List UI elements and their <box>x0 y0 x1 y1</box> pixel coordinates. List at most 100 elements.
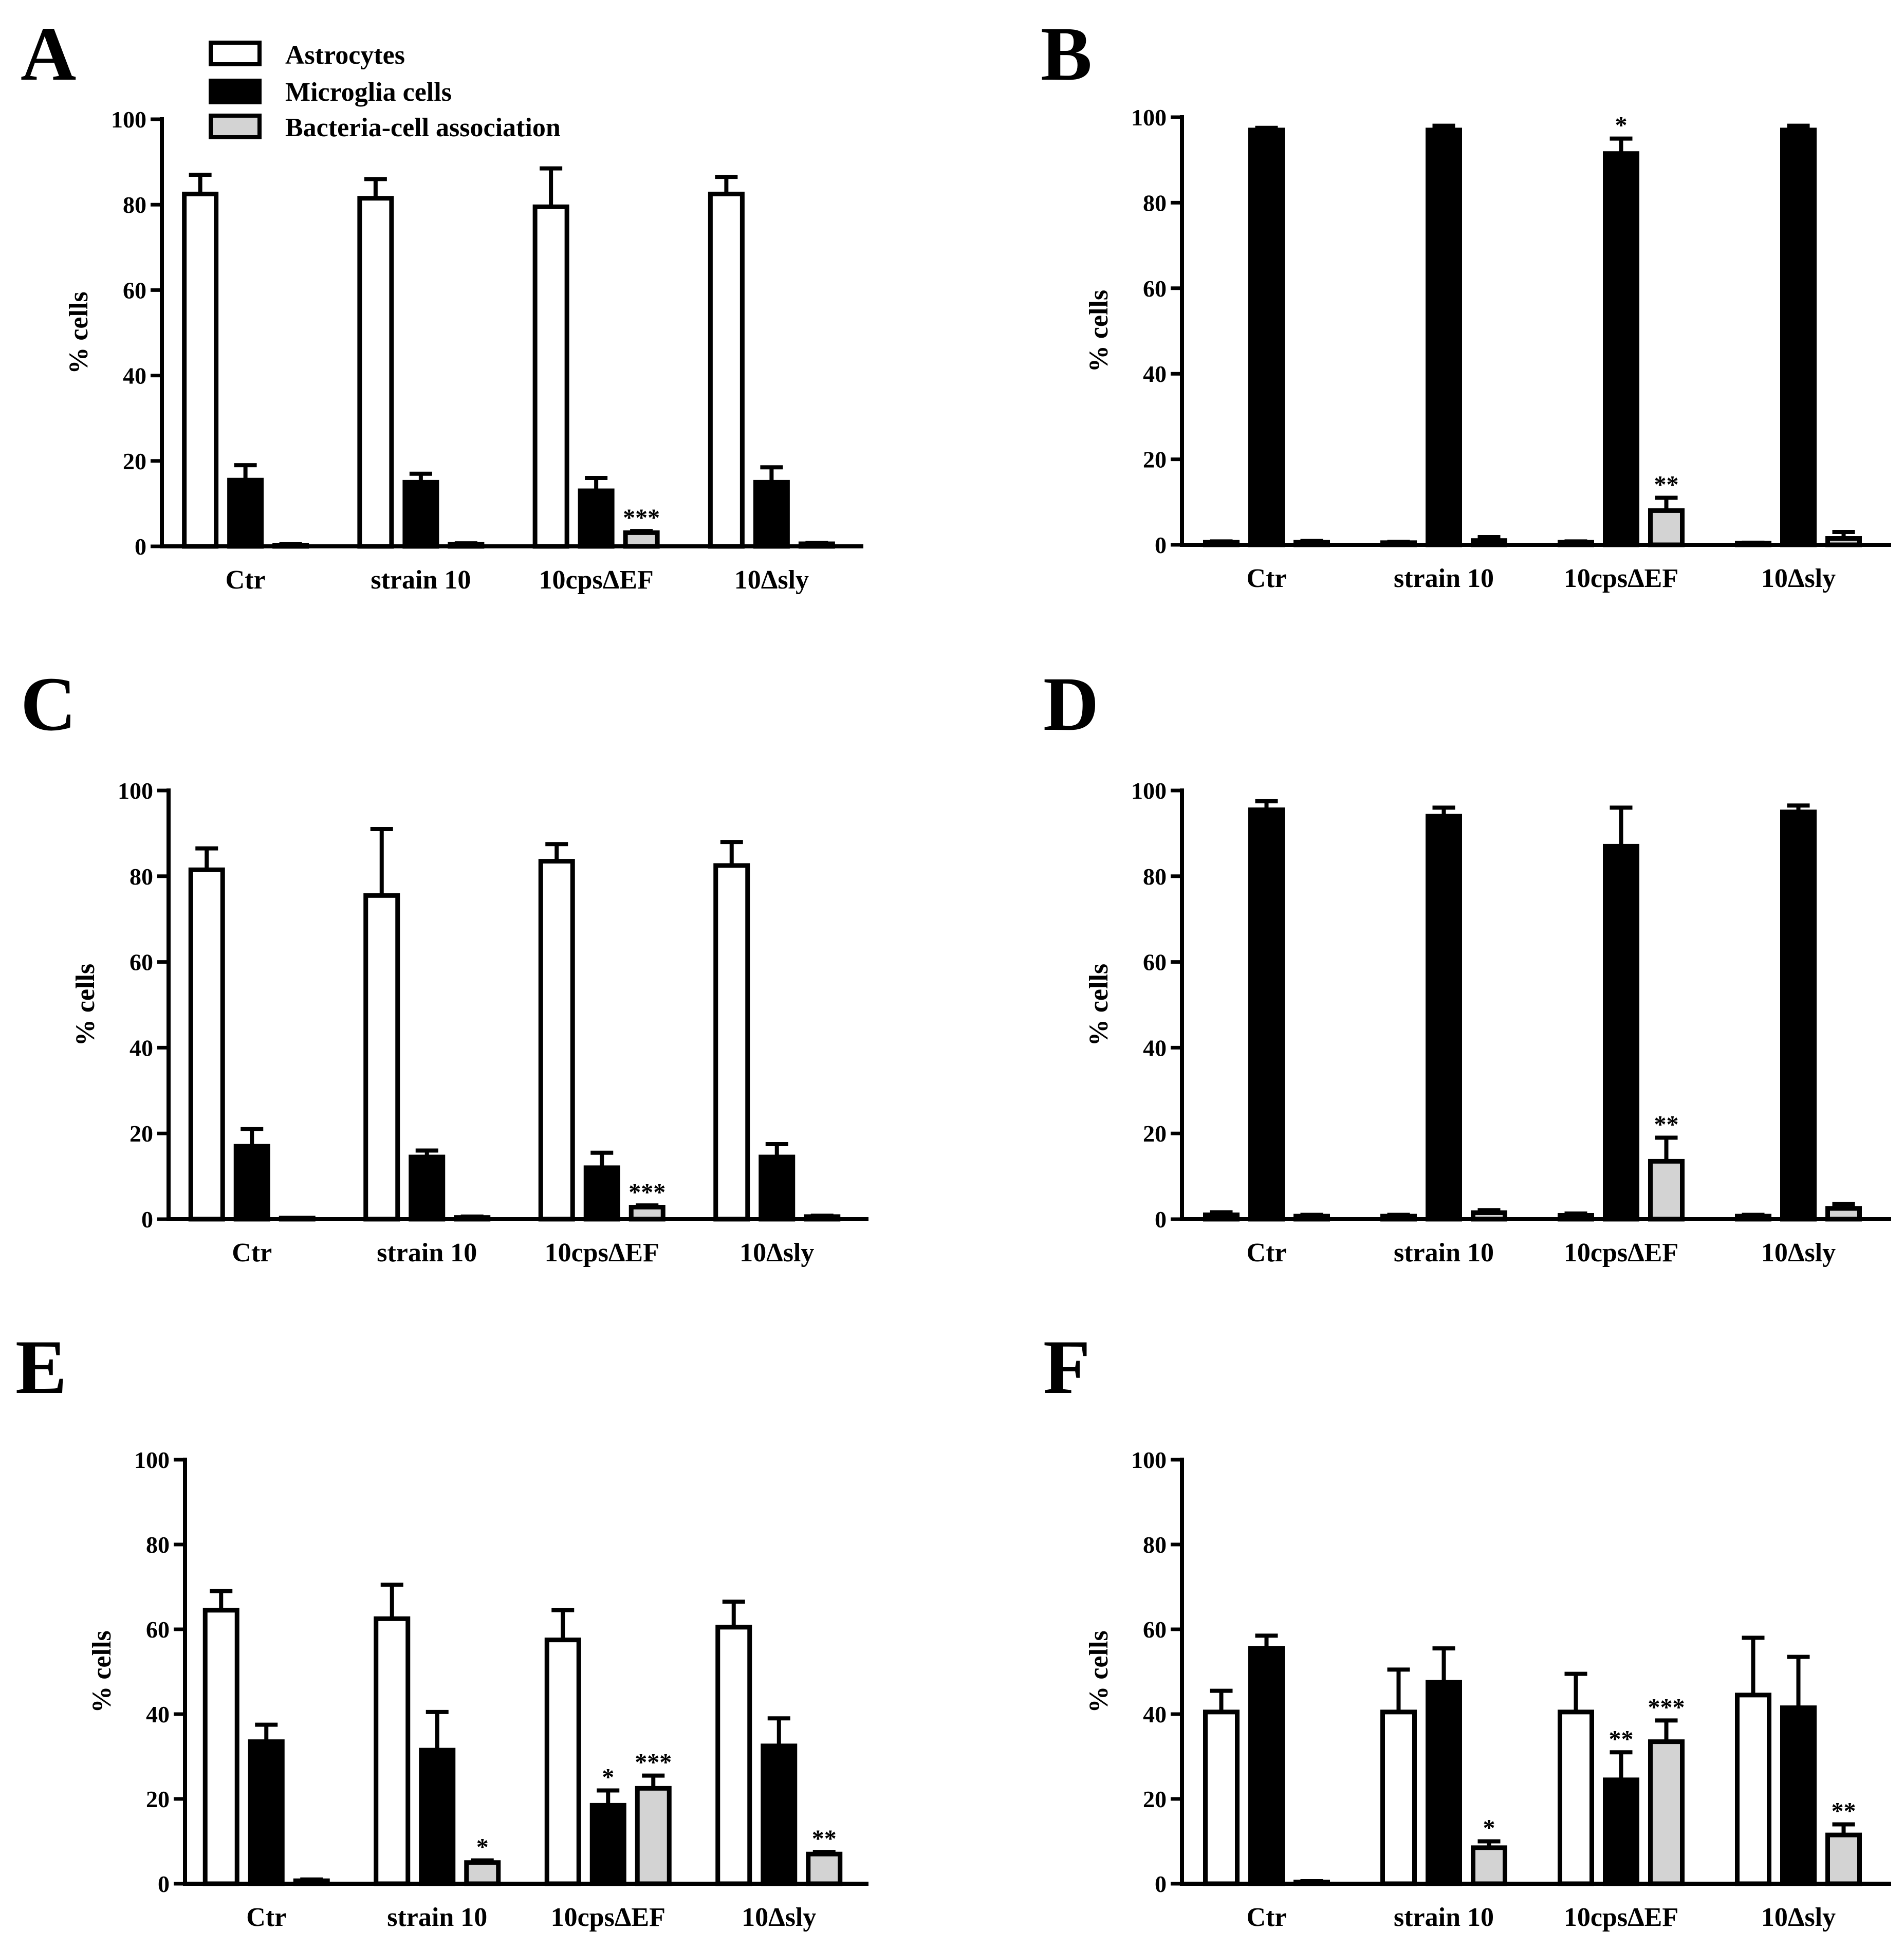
bar-a-strain-10-microglia <box>402 480 439 549</box>
y-tick-label-e-60: 60 <box>146 1616 170 1643</box>
y-tick-label-b-60: 60 <box>1143 275 1167 302</box>
y-tick-label-d-40: 40 <box>1143 1035 1167 1061</box>
y-tick-label-e-0: 0 <box>158 1871 170 1897</box>
significance-f-10cps-ef-microglia: ** <box>1609 1725 1634 1753</box>
y-tick-label-b-0: 0 <box>1155 532 1167 558</box>
y-axis-label-b: % cells <box>1084 290 1114 372</box>
bar-a-10cps-ef-microglia <box>578 488 615 549</box>
x-label-e-10-sly: 10Δsly <box>742 1903 816 1932</box>
bar-b-strain-10-microglia <box>1426 127 1462 547</box>
significance-f-10cps-ef-bacteria: *** <box>1648 1694 1685 1721</box>
bar-e-10cps-ef-microglia <box>589 1803 626 1886</box>
bar-b-ctr-microglia <box>1248 127 1285 547</box>
bar-e-ctr-microglia <box>248 1739 285 1886</box>
bar-a-10-sly-astrocytes <box>708 191 745 549</box>
bar-b-10cps-ef-bacteria <box>1648 508 1685 547</box>
y-tick-label-b-100: 100 <box>1131 104 1167 131</box>
x-label-c-10-sly: 10Δsly <box>740 1238 814 1267</box>
y-tick-label-e-40: 40 <box>146 1701 170 1727</box>
significance-e-10cps-ef-microglia: * <box>602 1764 614 1791</box>
bar-f-10-sly-microglia <box>1780 1705 1817 1886</box>
significance-c-10cps-ef-bacteria: *** <box>628 1179 666 1206</box>
bar-c-strain-10-astrocytes <box>363 893 400 1222</box>
panel-letter-c: C <box>21 661 76 747</box>
bar-a-strain-10-astrocytes <box>357 196 394 549</box>
y-tick-label-a-0: 0 <box>135 534 146 560</box>
legend-swatch-bacteria <box>209 114 262 139</box>
panel-letter-a: A <box>21 11 76 97</box>
x-label-b-10cps-ef: 10cpsΔEF <box>1564 564 1678 593</box>
panel-letter-f: F <box>1043 1325 1090 1410</box>
y-tick-label-f-0: 0 <box>1155 1871 1167 1897</box>
bar-f-ctr-microglia <box>1248 1646 1285 1886</box>
bar-c-10-sly-microglia <box>759 1154 796 1222</box>
bar-f-10cps-ef-microglia <box>1603 1777 1639 1886</box>
bar-e-10cps-ef-astrocytes <box>544 1638 581 1886</box>
y-tick-label-d-0: 0 <box>1155 1206 1167 1233</box>
panel-letter-b: B <box>1041 11 1092 97</box>
bar-e-ctr-astrocytes <box>202 1608 239 1886</box>
bar-f-ctr-astrocytes <box>1203 1709 1240 1886</box>
x-label-d-10cps-ef: 10cpsΔEF <box>1564 1238 1678 1267</box>
significance-e-10cps-ef-bacteria: *** <box>635 1749 672 1776</box>
x-label-f-strain-10: strain 10 <box>1394 1903 1494 1932</box>
bar-a-10cps-ef-astrocytes <box>532 204 569 549</box>
y-tick-label-a-60: 60 <box>123 277 146 303</box>
y-tick-label-e-80: 80 <box>146 1532 170 1558</box>
legend: Astrocytes Microglia cells Bacteria-cell… <box>209 41 561 142</box>
bar-c-10cps-ef-microglia <box>583 1165 620 1222</box>
bar-c-10cps-ef-astrocytes <box>538 859 575 1222</box>
x-label-c-10cps-ef: 10cpsΔEF <box>545 1238 659 1267</box>
bar-f-10cps-ef-astrocytes <box>1558 1709 1594 1886</box>
panel-d: D % cells 0 20 40 60 80 100 Ctr strain 10 ** 10cpsΔ… <box>1043 661 1891 1267</box>
x-label-f-10-sly: 10Δsly <box>1761 1903 1836 1932</box>
bar-e-10-sly-astrocytes <box>715 1625 752 1886</box>
legend-label-bacteria: Bacteria-cell association <box>285 113 561 142</box>
x-label-a-strain-10: strain 10 <box>371 565 471 595</box>
bar-d-10cps-ef-bacteria <box>1648 1159 1685 1222</box>
bar-e-strain-10-microglia <box>419 1748 456 1886</box>
y-tick-label-b-20: 20 <box>1143 447 1167 473</box>
legend-swatch-microglia <box>209 79 262 104</box>
legend-label-astrocytes: Astrocytes <box>285 41 405 70</box>
bar-a-ctr-astrocytes <box>182 191 219 549</box>
y-tick-label-c-100: 100 <box>118 778 153 804</box>
y-tick-label-f-100: 100 <box>1131 1447 1167 1473</box>
bar-f-strain-10-bacteria <box>1471 1845 1507 1886</box>
x-label-e-strain-10: strain 10 <box>387 1903 487 1932</box>
x-label-d-10-sly: 10Δsly <box>1761 1238 1836 1267</box>
x-label-f-ctr: Ctr <box>1247 1903 1287 1932</box>
bar-f-10-sly-astrocytes <box>1735 1693 1771 1886</box>
y-tick-label-d-20: 20 <box>1143 1120 1167 1147</box>
significance-b-10cps-ef-microglia: * <box>1615 112 1628 139</box>
significance-e-10-sly-bacteria: ** <box>812 1825 837 1852</box>
significance-f-strain-10-bacteria: * <box>1483 1815 1495 1842</box>
y-tick-label-a-20: 20 <box>123 448 146 474</box>
bar-b-10cps-ef-microglia <box>1603 151 1639 547</box>
y-tick-label-f-40: 40 <box>1143 1701 1167 1727</box>
x-label-e-ctr: Ctr <box>246 1903 286 1932</box>
significance-e-strain-10-bacteria: * <box>476 1834 489 1861</box>
bar-f-strain-10-microglia <box>1426 1680 1462 1886</box>
y-tick-label-c-20: 20 <box>130 1120 153 1147</box>
x-label-e-10cps-ef: 10cpsΔEF <box>551 1903 666 1932</box>
x-label-a-10cps-ef: 10cpsΔEF <box>539 565 653 595</box>
x-label-c-strain-10: strain 10 <box>377 1238 477 1267</box>
panel-c: C % cells 0 20 40 60 80 100 Ctr strain 10 *** 10cps… <box>21 661 868 1267</box>
y-tick-label-b-80: 80 <box>1143 190 1167 216</box>
y-axis-label-c: % cells <box>71 964 100 1046</box>
x-label-b-ctr: Ctr <box>1247 564 1287 593</box>
y-tick-label-c-0: 0 <box>141 1206 153 1233</box>
y-tick-label-c-60: 60 <box>130 949 153 976</box>
y-tick-label-c-40: 40 <box>130 1035 153 1061</box>
y-tick-label-b-40: 40 <box>1143 361 1167 387</box>
bar-d-ctr-microglia <box>1248 807 1285 1222</box>
bar-c-ctr-microglia <box>233 1144 270 1222</box>
panel-letter-e: E <box>15 1325 67 1410</box>
y-tick-label-c-80: 80 <box>130 863 153 890</box>
bar-d-10-sly-microglia <box>1780 810 1817 1222</box>
bar-d-strain-10-microglia <box>1426 814 1462 1222</box>
y-tick-label-d-60: 60 <box>1143 949 1167 976</box>
